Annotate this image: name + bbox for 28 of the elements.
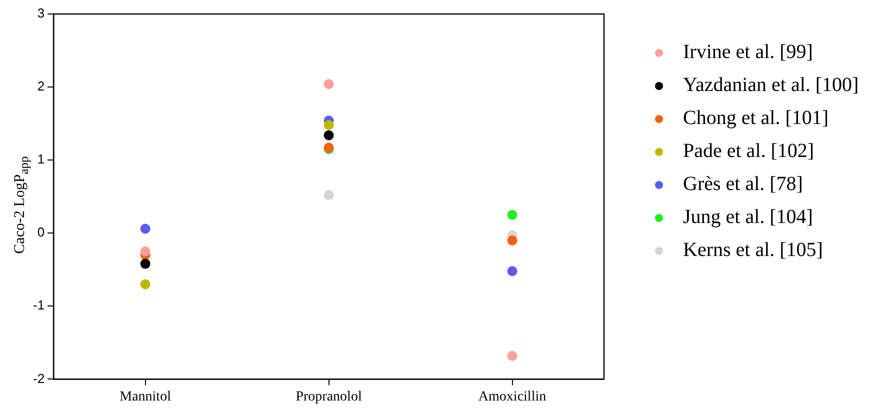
- point: [507, 210, 518, 220]
- legend-label: Grès et al. [78]: [683, 172, 803, 197]
- y-tick-label: 2: [37, 78, 45, 94]
- point: [140, 246, 150, 256]
- y-tick-label: 1: [37, 152, 45, 167]
- point: [507, 235, 518, 246]
- point: [507, 266, 518, 276]
- y-tick-label: -2: [32, 370, 45, 386]
- legend-label: Chong et al. [101]: [683, 106, 829, 131]
- point: [140, 224, 150, 234]
- x-tick-label: Amoxicillin: [478, 389, 546, 404]
- point: [324, 130, 334, 140]
- point: [324, 190, 334, 200]
- point: [140, 258, 150, 269]
- x-tick-label: Propranolol: [296, 389, 362, 404]
- legend-label: Yazdanian et al. [100]: [683, 73, 859, 98]
- x-tick-label: Mannitol: [120, 389, 172, 404]
- legend-label: Kerns et al. [105]: [683, 238, 823, 263]
- y-tick-label: -1: [32, 298, 45, 313]
- point: [324, 79, 334, 90]
- legend-label: Irvine et al. [99]: [683, 40, 813, 65]
- legend-label: Pade et al. [102]: [683, 139, 814, 164]
- y-tick-label: 3: [37, 6, 45, 21]
- y-tick-label: 0: [37, 224, 45, 240]
- point: [324, 120, 334, 130]
- point: [140, 279, 150, 290]
- point: [507, 350, 518, 361]
- legend-label: Jung et al. [104]: [683, 205, 813, 230]
